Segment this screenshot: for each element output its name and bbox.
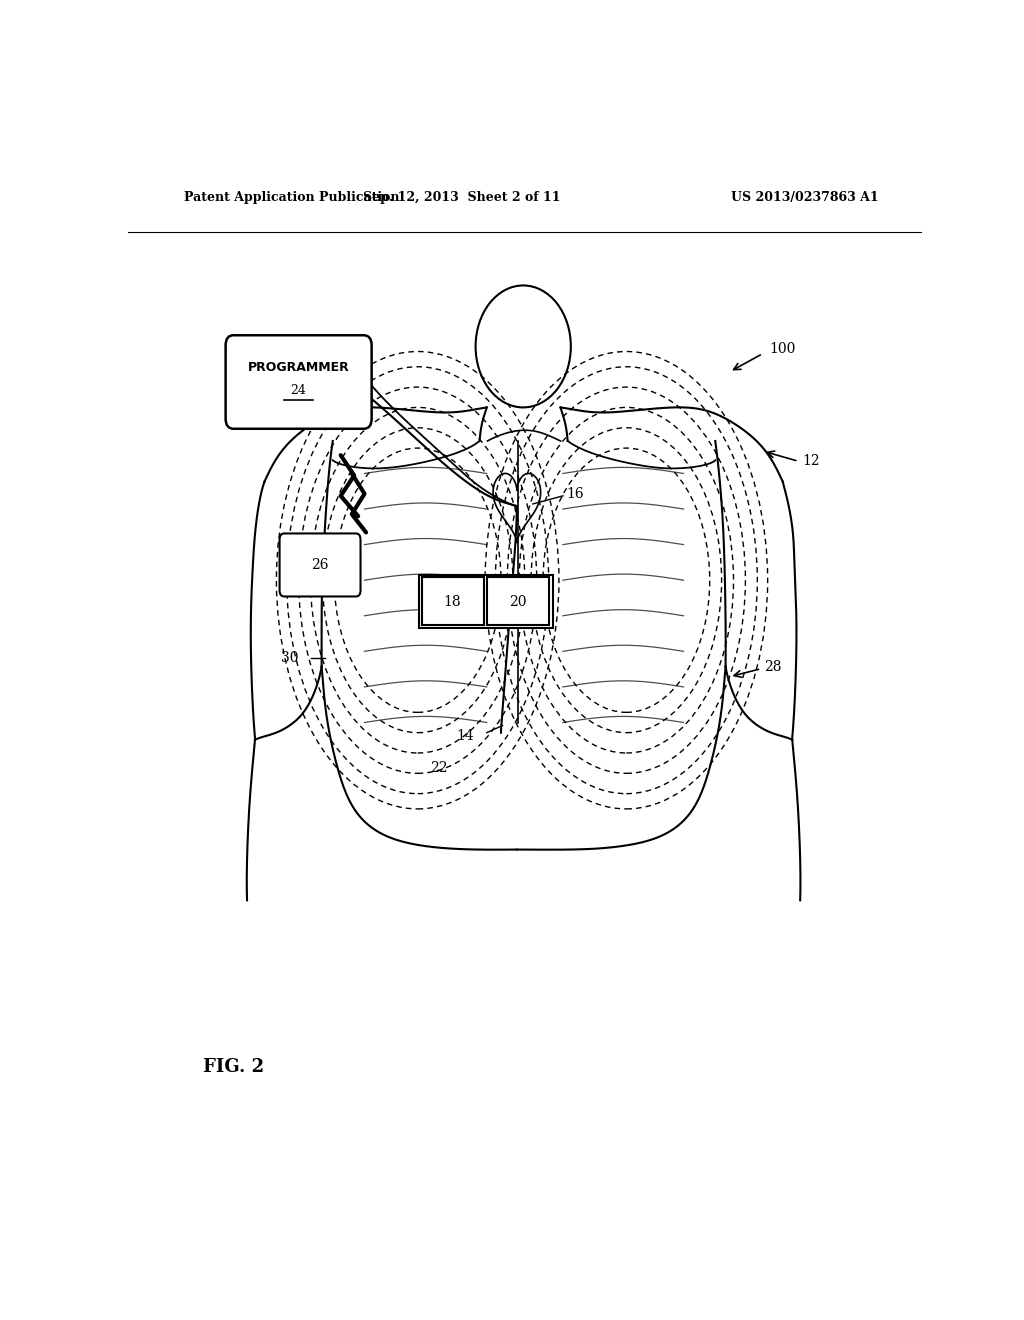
Bar <box>419 576 553 628</box>
Text: Patent Application Publication: Patent Application Publication <box>183 191 399 203</box>
Text: PROGRAMMER: PROGRAMMER <box>248 362 349 375</box>
Text: 12: 12 <box>803 454 820 469</box>
Text: 22: 22 <box>430 762 447 775</box>
Text: Sep. 12, 2013  Sheet 2 of 11: Sep. 12, 2013 Sheet 2 of 11 <box>362 191 560 203</box>
Text: 24: 24 <box>291 384 306 396</box>
Bar <box>486 577 549 624</box>
Text: FIG. 2: FIG. 2 <box>204 1057 264 1076</box>
Text: 100: 100 <box>769 342 796 356</box>
FancyBboxPatch shape <box>225 335 372 429</box>
FancyBboxPatch shape <box>280 533 360 597</box>
Text: 28: 28 <box>765 660 782 673</box>
Text: 16: 16 <box>566 487 584 500</box>
Bar <box>422 577 483 624</box>
Text: US 2013/0237863 A1: US 2013/0237863 A1 <box>731 191 879 203</box>
Text: 14: 14 <box>457 729 474 743</box>
Text: 26: 26 <box>311 558 329 572</box>
Text: 30: 30 <box>282 652 299 665</box>
Text: 20: 20 <box>509 594 526 609</box>
Text: 18: 18 <box>443 594 462 609</box>
